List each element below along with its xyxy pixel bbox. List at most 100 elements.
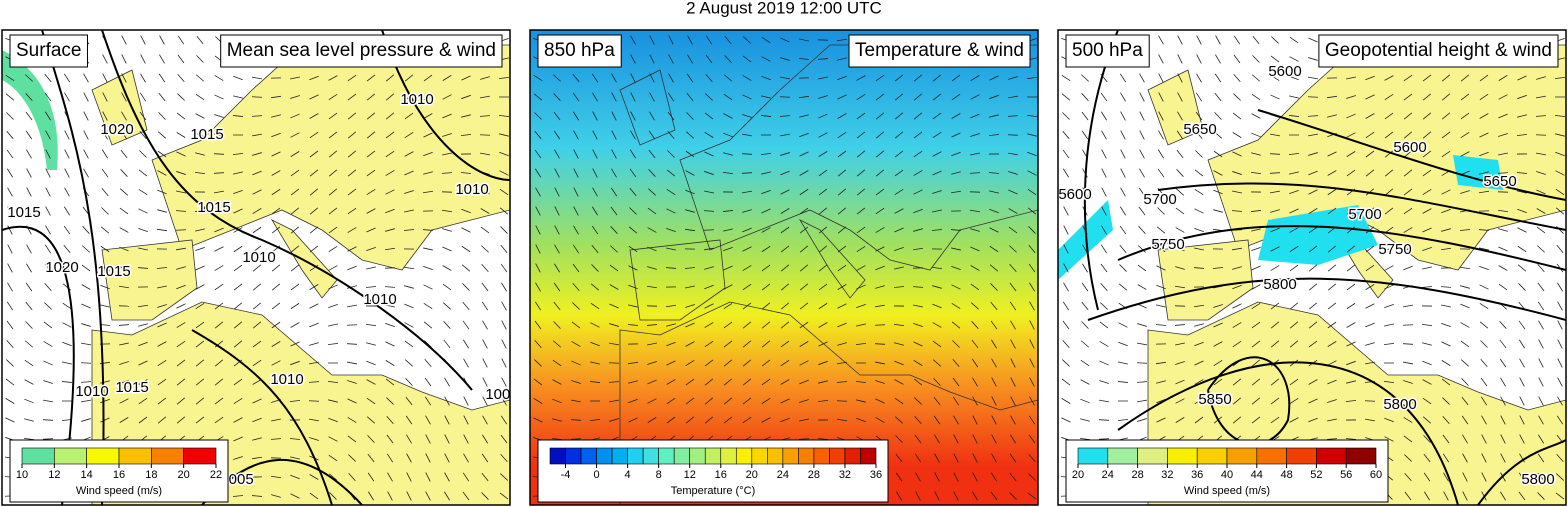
colorbar-swatch (798, 447, 815, 465)
colorbar-tick-label: 10 (16, 469, 28, 481)
map (530, 30, 1038, 505)
contour-label: 1010 (270, 371, 303, 388)
panel-frame (1057, 29, 1567, 506)
contour (381, 30, 510, 181)
colorbar-swatch (549, 447, 566, 465)
figure-title: 2 August 2019 12:00 UTC (686, 0, 882, 17)
colorbar-swatch (860, 447, 877, 465)
colorbar-swatch (782, 447, 799, 465)
colorbar-swatch (1167, 447, 1198, 465)
wind-shading (1453, 155, 1503, 190)
colorbar-swatch (1077, 447, 1109, 465)
field-label: Geopotential height & wind (1325, 40, 1552, 61)
colorbar-tick-label: 16 (715, 469, 727, 481)
colorbar-tick-label: 22 (210, 469, 222, 481)
map: 1020 101510101010101510201015101510101010… (2, 30, 510, 505)
colorbar-swatch (735, 447, 753, 465)
contour (1477, 439, 1566, 505)
map-panel: 850 hPa Temperature & wind -4 0 4 8 12 16 20 24 28… (529, 29, 1039, 506)
colorbar-tick-label: 14 (81, 469, 93, 481)
contour-label: 5600 (1393, 139, 1426, 156)
contour-label: 5800 (1263, 276, 1296, 293)
colorbar-swatch (1107, 447, 1138, 465)
contour-label: 1020 (45, 259, 78, 276)
label-box (848, 34, 1031, 68)
coastline (629, 239, 726, 321)
contour-label: 5650 (1183, 121, 1216, 138)
panel-frame (529, 29, 1039, 506)
colorbar-tick-label: 56 (1340, 469, 1352, 481)
colorbar-swatch (54, 447, 87, 465)
colorbar-swatch (1137, 447, 1168, 465)
colorbar-swatch (118, 447, 152, 465)
panel-frame (1, 29, 511, 506)
colorbar-swatch (183, 447, 217, 465)
map: 5600 5650 5600 5650 5600 5700 5700 5750 5750 5800… (1058, 30, 1566, 505)
contour-label: 1015 (115, 379, 148, 396)
colorbar-swatch (1226, 447, 1258, 465)
colorbar-swatch (596, 447, 613, 465)
colorbar-tick-label: 24 (777, 469, 789, 481)
colorbar-swatch (1316, 447, 1347, 465)
contour-label: 1010 (75, 383, 108, 400)
coastline (619, 301, 1038, 505)
colorbar-tick-label: 12 (48, 469, 60, 481)
contour-label: 5800 (1383, 396, 1416, 413)
contour-label: 1020 (100, 121, 133, 138)
field-label: Mean sea level pressure & wind (227, 40, 496, 61)
colorbar-tick-label: 4 (625, 469, 631, 481)
label-box (220, 34, 503, 68)
colorbar-tick-label: 16 (113, 469, 125, 481)
colorbar-swatch (767, 447, 784, 465)
colorbar-swatch (565, 447, 582, 465)
colorbar-swatch (1196, 447, 1228, 465)
land (1157, 239, 1254, 321)
colorbar-swatch (1286, 447, 1317, 465)
wind-shading (2, 50, 58, 170)
contour-label: 1015 (190, 126, 223, 143)
coastline (679, 44, 1038, 271)
contour (1157, 182, 1566, 231)
contour (1083, 30, 1119, 311)
field-label: Temperature & wind (855, 40, 1024, 61)
colorbar-swatch (813, 447, 830, 465)
colorbar-swatch (21, 447, 55, 465)
colorbar-swatch (751, 447, 768, 465)
map-panel: 1020 101510101010101510201015101510101010… (1, 29, 511, 506)
level-label: 850 hPa (544, 40, 615, 61)
contour-label: 5750 (1151, 236, 1184, 253)
colorbar-tick-label: 0 (594, 469, 600, 481)
colorbar-tick-label: 32 (1161, 469, 1173, 481)
contour-label: 1010 (400, 91, 433, 108)
contour-label: 5700 (1348, 206, 1381, 223)
colorbar-swatch (704, 447, 722, 465)
colorbar-swatch (642, 447, 659, 465)
coastline (619, 69, 676, 146)
colorbar-swatch (658, 447, 675, 465)
colorbar-swatch (844, 447, 861, 465)
contour-label: 5650 (1483, 173, 1516, 190)
colorbar-label: Wind speed (m/s) (1184, 485, 1270, 497)
contour-label: 5750 (1378, 241, 1411, 258)
contour (1117, 361, 1459, 505)
colorbar-tick-label: 44 (1251, 469, 1263, 481)
contour-label: 1015 (7, 204, 40, 221)
colorbar-tick-label: 52 (1310, 469, 1322, 481)
colorbar-tick-label: -4 (561, 469, 571, 481)
contour-label: 5850 (1198, 391, 1231, 408)
colorbar-swatch (627, 447, 644, 465)
contour (2, 225, 75, 505)
colorbar-swatch (829, 447, 846, 465)
colorbar-tick-label: 28 (1131, 469, 1143, 481)
label-box (537, 34, 622, 68)
contour-label: 5800 (1521, 471, 1554, 488)
contour-label: 5600 (1268, 63, 1301, 80)
contour-label: 1015 (97, 263, 130, 280)
colorbar-tick-label: 36 (870, 469, 882, 481)
land (151, 44, 510, 271)
colorbar-swatch (580, 447, 597, 465)
colorbar-swatch (151, 447, 184, 465)
colorbar-label: Wind speed (m/s) (76, 485, 162, 497)
contour (1087, 277, 1566, 321)
